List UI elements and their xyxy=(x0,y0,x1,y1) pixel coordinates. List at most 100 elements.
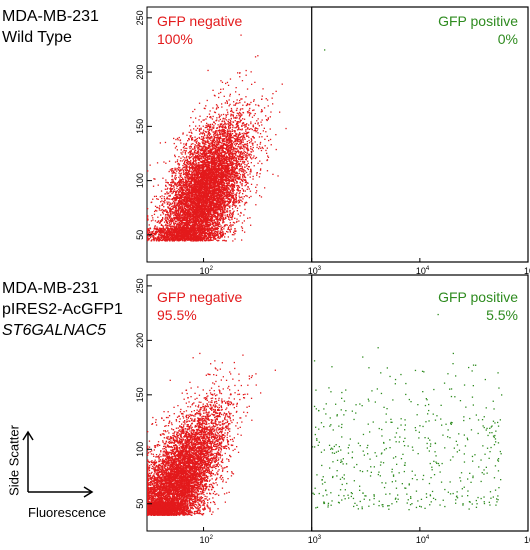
event-point xyxy=(168,170,170,173)
event-point xyxy=(200,239,203,241)
event-point xyxy=(195,125,197,127)
event-point xyxy=(222,156,224,158)
event-point xyxy=(231,143,233,146)
event-point xyxy=(235,87,237,89)
event-point xyxy=(254,113,256,115)
event-point xyxy=(252,109,254,112)
event-point xyxy=(229,205,231,207)
event-point xyxy=(257,118,259,120)
event-point xyxy=(191,210,194,212)
event-point xyxy=(181,188,184,190)
event-point xyxy=(206,125,209,127)
event-point xyxy=(176,182,179,184)
event-point xyxy=(209,136,211,138)
event-point xyxy=(232,213,234,215)
event-point xyxy=(188,146,191,148)
event-point xyxy=(256,184,258,186)
event-point xyxy=(244,170,247,172)
event-point xyxy=(239,109,241,111)
event-point xyxy=(234,120,236,122)
event-point xyxy=(254,56,257,58)
event-point xyxy=(238,152,240,154)
event-point xyxy=(248,115,251,117)
event-point xyxy=(208,231,210,233)
event-point xyxy=(148,231,151,233)
event-point xyxy=(208,226,210,228)
event-point xyxy=(180,149,182,151)
event-point xyxy=(182,147,185,149)
event-point xyxy=(191,170,193,172)
event-point xyxy=(179,217,182,219)
event-point xyxy=(224,102,226,104)
event-point xyxy=(242,151,244,153)
event-point xyxy=(156,206,158,209)
event-point xyxy=(153,178,155,180)
event-point xyxy=(191,208,193,210)
event-point xyxy=(246,154,248,156)
event-point xyxy=(231,172,233,174)
event-point xyxy=(244,166,246,168)
event-point xyxy=(207,69,209,72)
event-point xyxy=(238,137,240,139)
event-point xyxy=(243,220,245,222)
event-point xyxy=(199,225,201,227)
event-point xyxy=(243,124,245,126)
event-point xyxy=(181,179,183,181)
event-point xyxy=(178,166,180,168)
event-point xyxy=(242,108,244,110)
event-point xyxy=(238,150,240,153)
event-point xyxy=(228,128,230,130)
event-point xyxy=(164,188,166,190)
event-point xyxy=(172,225,174,227)
event-point xyxy=(184,172,187,174)
event-point xyxy=(179,167,181,169)
event-point xyxy=(174,161,177,163)
event-point xyxy=(261,119,263,121)
event-point xyxy=(202,230,204,232)
event-point xyxy=(230,189,232,191)
event-point xyxy=(190,129,192,131)
event-point xyxy=(206,229,208,231)
event-point xyxy=(179,213,181,215)
event-point xyxy=(217,225,220,227)
event-point xyxy=(214,225,216,227)
event-point xyxy=(173,170,175,172)
event-point xyxy=(183,171,185,173)
event-point xyxy=(250,71,252,73)
event-point xyxy=(259,195,261,197)
event-point xyxy=(178,163,181,165)
event-point xyxy=(279,111,281,113)
event-point xyxy=(157,221,159,223)
event-point xyxy=(237,72,239,74)
event-point xyxy=(234,217,236,219)
event-point xyxy=(237,124,239,126)
event-point xyxy=(227,152,229,154)
event-point xyxy=(235,193,237,195)
event-point xyxy=(225,119,228,121)
event-point xyxy=(214,132,217,134)
event-point xyxy=(184,191,186,194)
event-point xyxy=(163,161,165,163)
event-point xyxy=(233,153,235,155)
event-point xyxy=(216,105,219,107)
event-point xyxy=(255,192,257,194)
event-point xyxy=(180,214,182,216)
event-point xyxy=(226,146,228,148)
event-point xyxy=(202,231,205,233)
event-point xyxy=(190,187,192,189)
event-point xyxy=(268,139,270,142)
event-point xyxy=(262,147,264,150)
event-point xyxy=(243,151,246,153)
event-point xyxy=(191,194,193,196)
event-point xyxy=(183,216,185,219)
event-point xyxy=(247,162,249,164)
event-point xyxy=(213,167,216,169)
event-point xyxy=(171,202,174,204)
event-point xyxy=(175,177,177,179)
event-point xyxy=(245,128,247,131)
event-point xyxy=(170,222,172,224)
event-point xyxy=(212,107,214,109)
event-point xyxy=(165,181,167,183)
event-point xyxy=(240,196,242,199)
event-point xyxy=(248,109,250,111)
